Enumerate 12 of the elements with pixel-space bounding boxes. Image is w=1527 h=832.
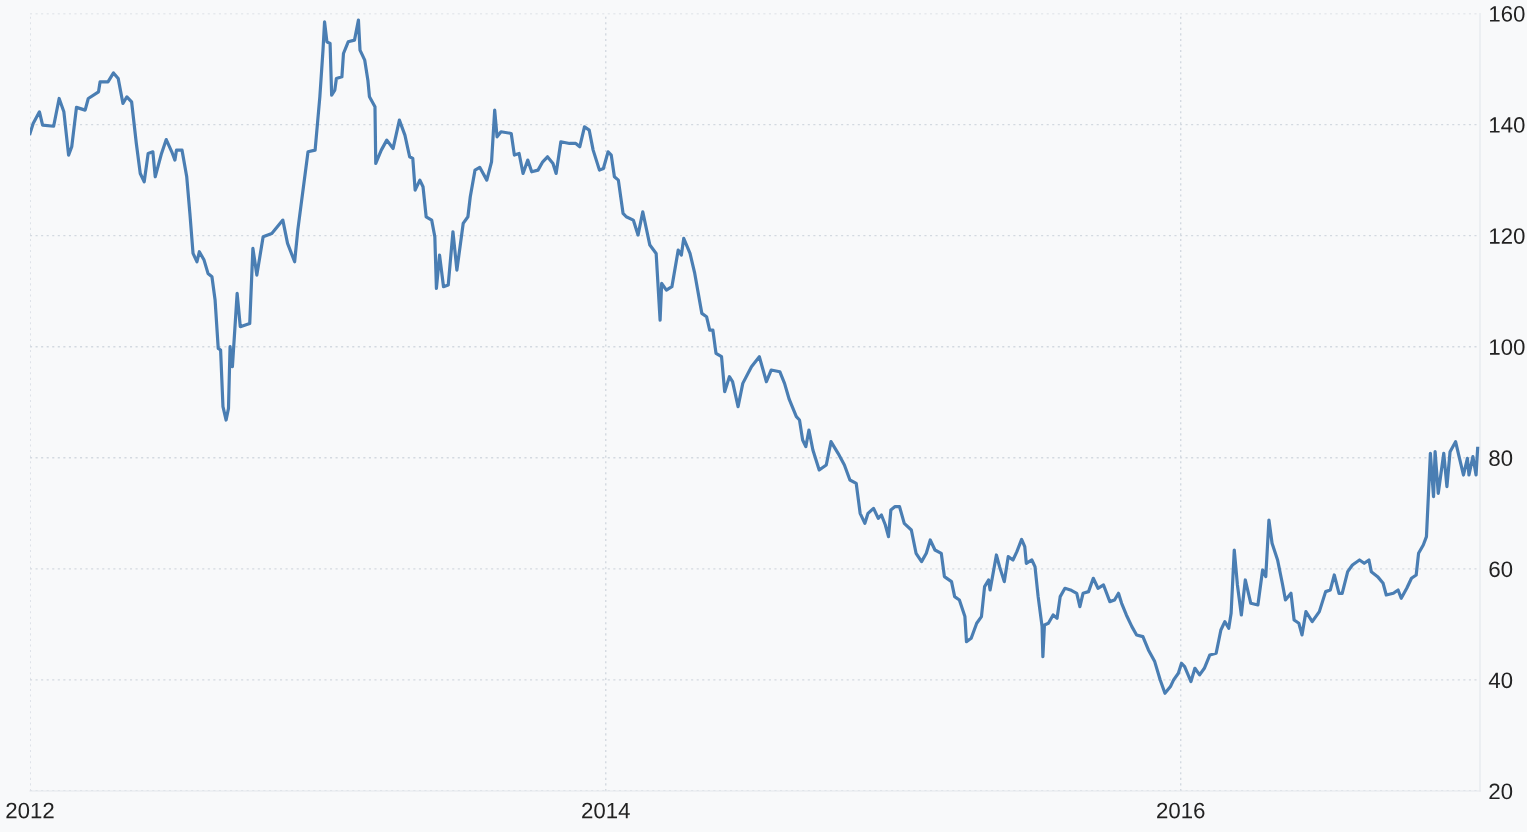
- y-tick-label: 120: [1490, 228, 1525, 244]
- line-series: [30, 18, 1480, 695]
- y-tick-label: 20: [1489, 783, 1513, 800]
- y-tick-label: 60: [1489, 561, 1513, 578]
- x-tick-label: 2016: [1157, 802, 1205, 819]
- x-tick-label: 2014: [582, 802, 630, 819]
- x-tick-label: 2012: [6, 802, 54, 819]
- y-tick-label: 140: [1490, 117, 1525, 133]
- y-tick-label: 80: [1489, 450, 1513, 467]
- y-tick-label: 40: [1488, 672, 1513, 689]
- y-tick-label: 100: [1490, 339, 1525, 355]
- y-tick-label: 160: [1490, 6, 1525, 22]
